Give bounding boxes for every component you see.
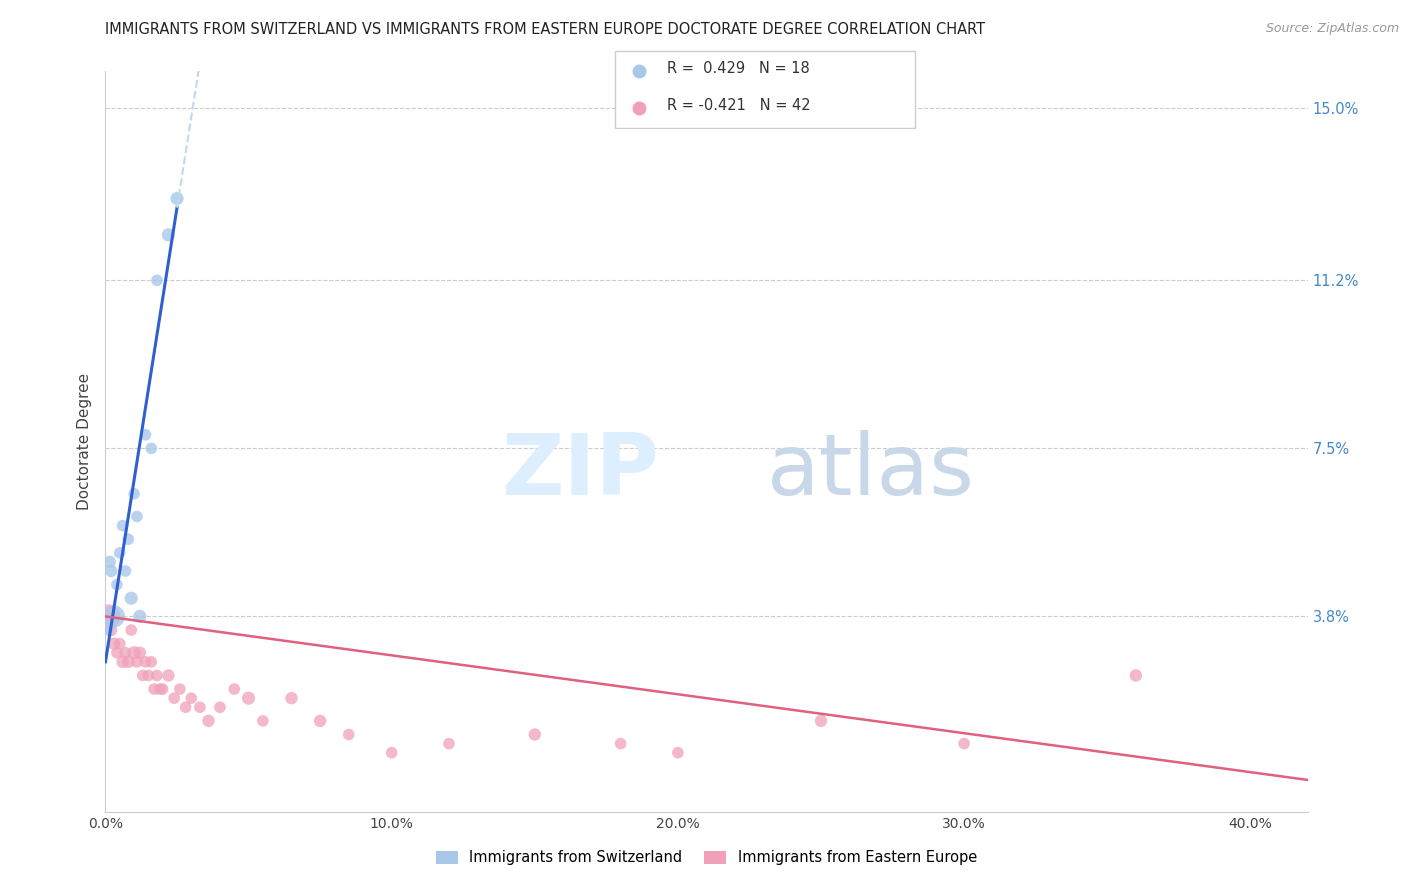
Point: [381, 746, 404, 760]
Point: [628, 63, 651, 78]
Point: [666, 746, 689, 760]
Point: [208, 700, 231, 714]
Point: [120, 591, 142, 606]
Point: [628, 101, 651, 115]
Point: [128, 609, 150, 624]
Point: [174, 700, 197, 714]
Point: [114, 564, 136, 578]
Point: [100, 564, 122, 578]
Point: [224, 682, 246, 697]
Legend: Immigrants from Switzerland, Immigrants from Eastern Europe: Immigrants from Switzerland, Immigrants …: [430, 845, 983, 871]
Point: [100, 623, 122, 637]
Point: [103, 637, 125, 651]
Point: [280, 691, 302, 706]
Point: [117, 655, 139, 669]
Point: [146, 273, 169, 287]
Point: [810, 714, 832, 728]
Point: [135, 427, 157, 442]
Text: ZIP: ZIP: [501, 430, 658, 513]
Point: [135, 655, 157, 669]
Point: [169, 682, 191, 697]
Point: [125, 509, 148, 524]
Point: [609, 737, 631, 751]
Point: [122, 646, 145, 660]
Point: [309, 714, 332, 728]
Text: R = -0.421   N = 42: R = -0.421 N = 42: [668, 98, 811, 113]
Point: [131, 668, 153, 682]
Point: [1125, 668, 1147, 682]
Text: R =  0.429   N = 18: R = 0.429 N = 18: [668, 61, 810, 76]
Point: [103, 609, 125, 624]
Point: [125, 655, 148, 669]
Point: [108, 546, 131, 560]
Point: [143, 682, 166, 697]
Point: [523, 727, 546, 741]
Point: [105, 577, 128, 591]
Point: [146, 668, 169, 682]
Point: [188, 700, 211, 714]
Y-axis label: Doctorate Degree: Doctorate Degree: [76, 373, 91, 510]
Point: [120, 623, 142, 637]
Point: [141, 442, 163, 456]
Point: [111, 518, 134, 533]
Point: [157, 668, 180, 682]
Point: [152, 682, 174, 697]
Point: [238, 691, 260, 706]
Point: [111, 655, 134, 669]
Point: [122, 487, 145, 501]
Point: [163, 691, 186, 706]
Point: [97, 623, 120, 637]
Point: [437, 737, 460, 751]
Point: [141, 655, 163, 669]
Text: IMMIGRANTS FROM SWITZERLAND VS IMMIGRANTS FROM EASTERN EUROPE DOCTORATE DEGREE C: IMMIGRANTS FROM SWITZERLAND VS IMMIGRANT…: [105, 22, 986, 37]
Point: [149, 682, 172, 697]
Point: [252, 714, 274, 728]
Point: [108, 637, 131, 651]
Point: [337, 727, 360, 741]
Point: [953, 737, 976, 751]
Point: [98, 555, 121, 569]
Point: [138, 668, 160, 682]
Point: [117, 532, 139, 546]
Point: [180, 691, 202, 706]
Point: [97, 609, 120, 624]
Point: [157, 227, 180, 242]
Text: atlas: atlas: [766, 430, 974, 513]
Point: [114, 646, 136, 660]
Point: [197, 714, 219, 728]
Point: [105, 646, 128, 660]
Point: [128, 646, 150, 660]
Point: [166, 192, 188, 206]
Text: Source: ZipAtlas.com: Source: ZipAtlas.com: [1265, 22, 1399, 36]
